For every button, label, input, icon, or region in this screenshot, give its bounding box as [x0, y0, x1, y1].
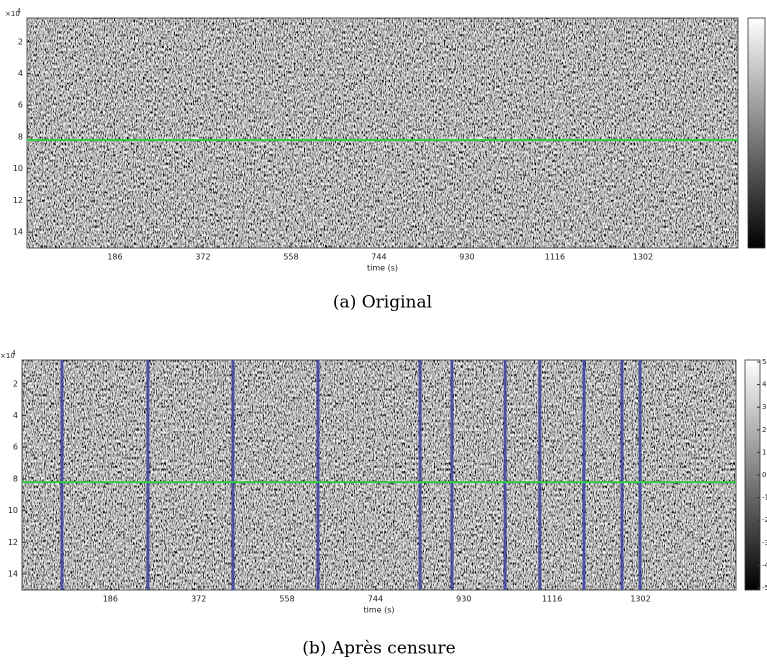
x-tick-label: 558: [283, 253, 298, 262]
y-exponent: 4: [12, 350, 16, 357]
y-tick-label: 6: [18, 101, 23, 110]
y-tick-label: 10: [8, 506, 18, 515]
x-tick-label: 186: [107, 253, 122, 262]
y-tick-label: 12: [8, 538, 18, 547]
y-tick-label: 14: [13, 228, 23, 237]
y-exponent-base: ×10: [5, 10, 20, 18]
colorbar-tick-label: -3: [762, 539, 767, 547]
y-exponent-base: ×10: [0, 352, 15, 360]
image-texture: [22, 360, 736, 590]
colorbar-tick-label: 0: [762, 471, 766, 479]
colorbar-tick-label: -2: [762, 516, 767, 524]
y-tick-label: 4: [13, 411, 18, 420]
y-tick-label: 14: [8, 570, 18, 579]
y-tick-label: 10: [13, 164, 23, 173]
colorbar-tick-label: -5: [762, 584, 767, 592]
colorbar-tick-label: 1: [762, 448, 766, 456]
x-tick-label: 744: [368, 595, 383, 604]
image-texture: [27, 18, 738, 248]
colorbar-tick-label: -1: [762, 494, 767, 502]
x-tick-label: 372: [191, 595, 206, 604]
colorbar-tick-label: 3: [762, 403, 766, 411]
y-exponent: 4: [17, 8, 21, 15]
x-tick-label: 930: [459, 253, 474, 262]
y-tick-label: 8: [13, 474, 18, 483]
y-tick-label: 2: [18, 37, 23, 46]
x-tick-label: 372: [195, 253, 210, 262]
caption: (b) Après censure: [302, 639, 455, 659]
x-tick-label: 1116: [545, 253, 565, 262]
y-tick-label: 4: [18, 69, 23, 78]
colorbar: [747, 17, 766, 249]
x-tick-label: 1302: [633, 253, 653, 262]
y-tick-label: 2: [13, 379, 18, 388]
x-tick-label: 744: [371, 253, 386, 262]
x-axis-label: time (s): [367, 264, 398, 273]
x-tick-label: 930: [456, 595, 471, 604]
x-axis-label: time (s): [363, 606, 394, 615]
x-tick-label: 1302: [630, 595, 650, 604]
colorbar-tick-label: 5: [762, 358, 766, 366]
y-tick-label: 8: [18, 132, 23, 141]
colorbar-tick-label: -4: [762, 561, 767, 569]
y-tick-label: 12: [13, 196, 23, 205]
caption: (a) Original: [333, 293, 432, 313]
x-tick-label: 558: [279, 595, 294, 604]
y-tick-label: 6: [13, 443, 18, 452]
colorbar-tick-label: 2: [762, 426, 766, 434]
x-tick-label: 186: [103, 595, 118, 604]
plot-frame: [26, 17, 739, 249]
x-tick-label: 1116: [542, 595, 562, 604]
plot-frame: [21, 359, 737, 591]
colorbar-tick-label: 4: [762, 381, 767, 389]
